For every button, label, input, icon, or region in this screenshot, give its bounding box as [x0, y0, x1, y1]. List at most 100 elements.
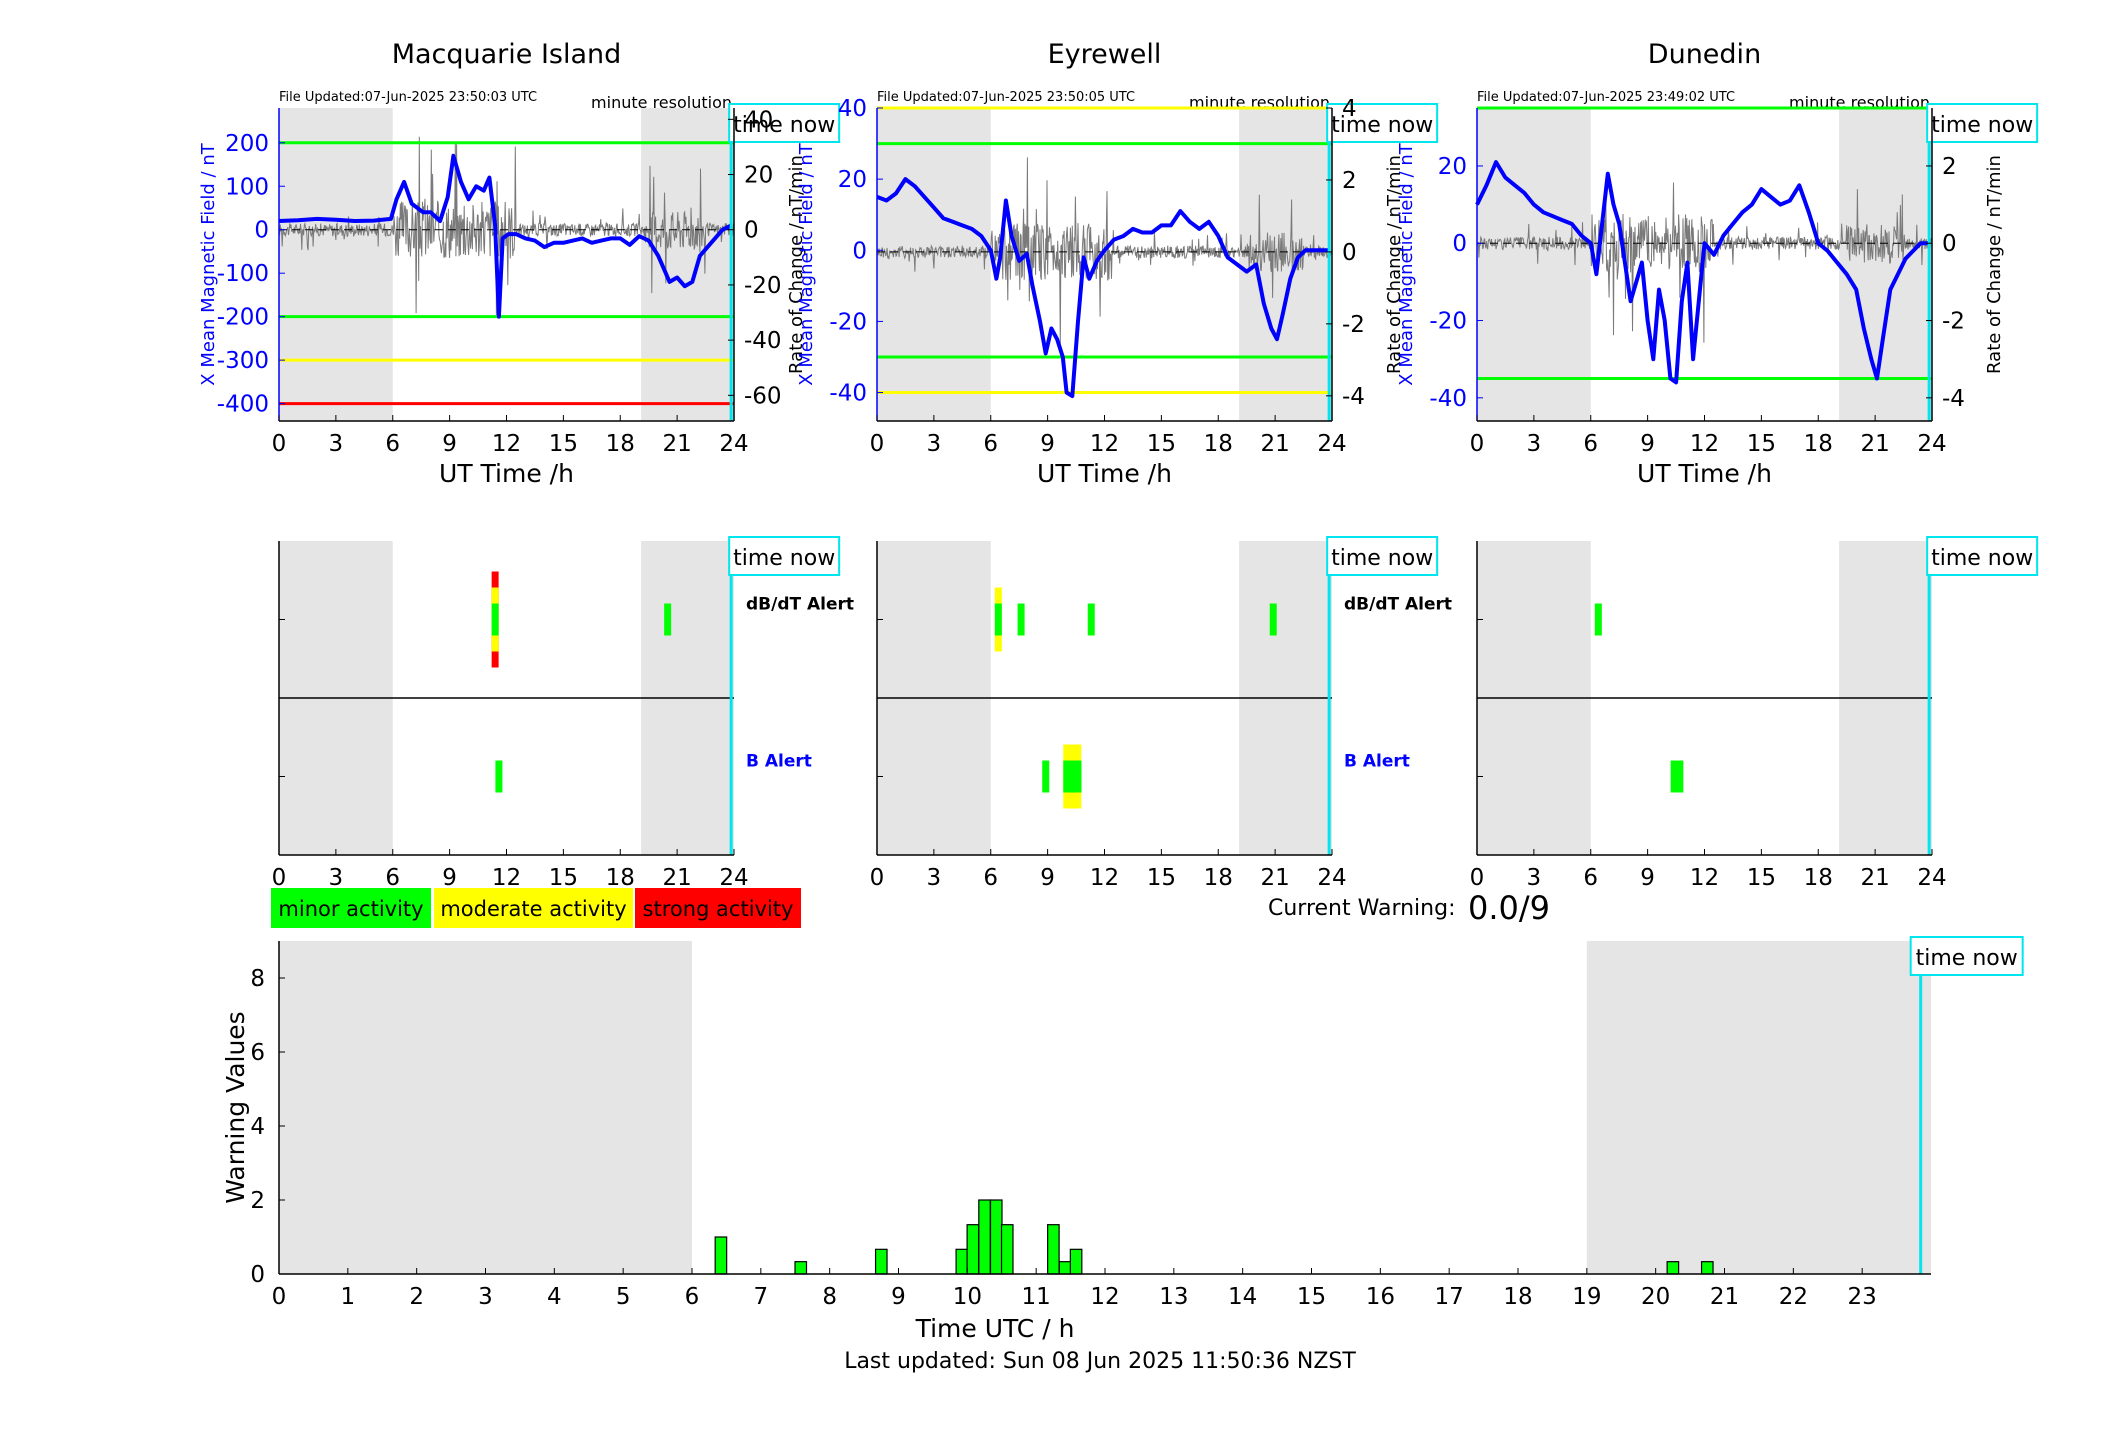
time-now-label: time now [733, 546, 835, 571]
alert-mark [994, 603, 1002, 636]
night-shading [641, 108, 734, 421]
x-tick-label: 10 [953, 1284, 982, 1310]
alert-panel-1: time now 0 3 6 9 12 15 18 21 24 dB/dT Alert B Alert [272, 536, 854, 891]
y-right-tick-label: -4 [1942, 386, 1965, 412]
x-tick-label: 18 [1503, 1284, 1532, 1310]
y-axis-label-right: Rate of Change / nT/min [1384, 155, 1405, 374]
row-label-b: B Alert [1344, 752, 1410, 772]
time-now-box [1926, 536, 2039, 576]
file-updated-text: File Updated:07-Jun-2025 23:49:02 UTC [1477, 90, 1735, 105]
x-tick-label: 21 [662, 431, 691, 457]
legend-label: strong activity [643, 897, 794, 921]
x-tick-label: 0 [272, 865, 287, 891]
warning-bar [1700, 1261, 1714, 1275]
rate-of-change-trace [876, 157, 1333, 346]
time-now-box [1326, 536, 1439, 576]
x-tick-label: 15 [549, 865, 578, 891]
y-tick-label: 4 [250, 1114, 265, 1140]
x-tick-label: 6 [1583, 431, 1598, 457]
alert-mark [1594, 603, 1602, 636]
night-shading [1586, 941, 1931, 1274]
legend-swatch [271, 888, 431, 928]
x-tick-label: 3 [1527, 431, 1542, 457]
x-tick-label: 12 [1690, 431, 1719, 457]
y-tick-label: 20 [1438, 154, 1467, 180]
x-tick-label: 21 [662, 865, 691, 891]
x-tick-label: 18 [606, 431, 635, 457]
x-tick-label: 3 [478, 1284, 493, 1310]
x-tick-label: 6 [1583, 865, 1598, 891]
x-tick-label: 15 [549, 431, 578, 457]
x-tick-label: 9 [442, 431, 457, 457]
field-series-line [278, 153, 733, 319]
warning-bar [1058, 1261, 1072, 1275]
x-tick-label: 3 [329, 865, 344, 891]
y-tick-label: 6 [250, 1040, 265, 1066]
row-label-b: B Alert [746, 752, 812, 772]
file-updated-text: File Updated:07-Jun-2025 23:50:03 UTC [279, 90, 537, 105]
y-tick-label: 8 [250, 966, 265, 992]
resolution-label: minute resolution [591, 93, 732, 112]
x-tick-label: 21 [1260, 431, 1289, 457]
x-tick-label: 13 [1159, 1284, 1188, 1310]
y-tick-label: -400 [217, 392, 269, 418]
x-tick-label: 16 [1366, 1284, 1395, 1310]
y-right-tick-label: -20 [744, 273, 782, 299]
x-tick-label: 0 [1470, 431, 1485, 457]
x-tick-label: 0 [272, 431, 287, 457]
y-right-tick-label: 4 [1342, 96, 1357, 122]
x-tick-label: 0 [870, 431, 885, 457]
y-tick-label: -40 [1429, 386, 1467, 412]
x-tick-label: 23 [1848, 1284, 1877, 1310]
y-tick-label: -40 [829, 381, 867, 407]
alert-mark [495, 760, 503, 793]
legend-swatch [635, 888, 801, 928]
x-axis-label: UT Time /h [1037, 459, 1172, 488]
x-tick-label: 21 [1710, 1284, 1739, 1310]
alert-mark [1074, 760, 1082, 793]
current-warning-value: 0.0/9 [1468, 889, 1550, 927]
x-tick-label: 0 [1470, 865, 1485, 891]
y-right-tick-label: 0 [1342, 240, 1357, 266]
y-axis-label-left: X Mean Magnetic Field / nT [1396, 142, 1417, 385]
alert-mark [1676, 760, 1684, 793]
warning-bar [966, 1224, 980, 1275]
y-axis-label-left: X Mean Magnetic Field / nT [198, 142, 219, 385]
x-axis-label: UT Time /h [1637, 459, 1772, 488]
x-tick-label: 17 [1435, 1284, 1464, 1310]
x-tick-label: 12 [1090, 1284, 1119, 1310]
time-now-label: time now [1331, 113, 1433, 138]
x-tick-label: 24 [719, 865, 748, 891]
time-now-label: time now [1931, 113, 2033, 138]
x-tick-label: 18 [606, 865, 635, 891]
legend-label: minor activity [278, 897, 423, 921]
x-tick-label: 3 [329, 431, 344, 457]
x-tick-label: 6 [685, 1284, 700, 1310]
night-shading [1477, 108, 1591, 421]
x-tick-label: 21 [1860, 431, 1889, 457]
x-tick-label: 6 [983, 865, 998, 891]
x-tick-label: 9 [442, 865, 457, 891]
y-axis-label-right: Rate of Change / nT/min [786, 155, 807, 374]
x-tick-label: 6 [385, 865, 400, 891]
magnetic-panel-3: Dunedin File Updated:07-Jun-2025 23:49:02… [1396, 39, 2039, 488]
y-tick-label: 40 [838, 96, 867, 122]
x-tick-label: 9 [1040, 865, 1055, 891]
magnetic-panel-1: Macquarie Island File Updated:07-Jun-2025… [198, 39, 841, 488]
y-tick-label: 20 [838, 167, 867, 193]
night-shading [1839, 108, 1932, 421]
x-axis-label: UT Time /h [439, 459, 574, 488]
warning-bar [1047, 1224, 1060, 1275]
field-series-line [876, 177, 1330, 399]
x-tick-label: 24 [1317, 431, 1346, 457]
x-axis-label: Time UTC / h [915, 1314, 1075, 1343]
x-tick-label: 15 [1147, 865, 1176, 891]
row-label-dbdt: dB/dT Alert [746, 595, 854, 615]
panel-title: Dunedin [1648, 39, 1761, 70]
y-tick-label: -200 [217, 305, 269, 331]
warning-bar [1666, 1261, 1680, 1275]
x-tick-label: 20 [1641, 1284, 1670, 1310]
warning-bar [989, 1199, 1003, 1275]
alert-mark [1670, 760, 1678, 793]
